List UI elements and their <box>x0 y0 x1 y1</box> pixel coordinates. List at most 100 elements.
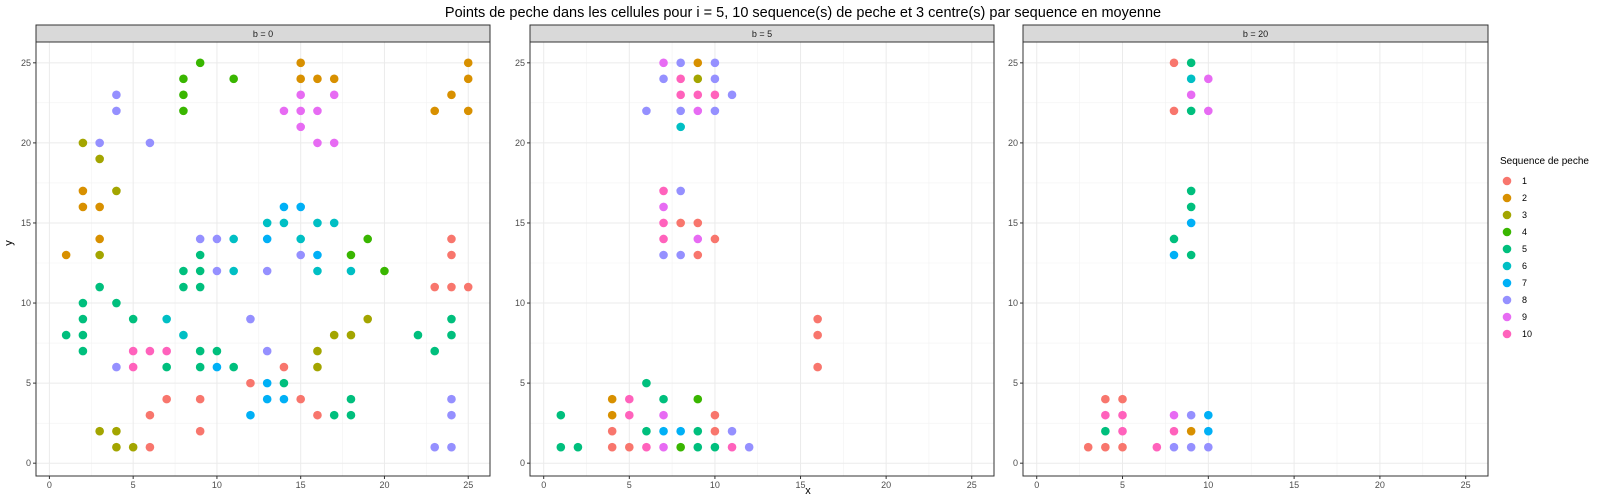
data-point <box>447 250 456 260</box>
data-point <box>659 74 668 84</box>
data-point <box>693 58 703 68</box>
data-point <box>710 106 720 116</box>
data-point <box>279 394 289 404</box>
data-point <box>727 442 737 452</box>
x-tick-label: 10 <box>212 480 222 490</box>
data-point <box>676 122 685 132</box>
data-point <box>1118 426 1127 436</box>
legend-label: 4 <box>1522 227 1527 237</box>
data-point <box>1169 58 1179 68</box>
legend-label: 5 <box>1522 244 1527 254</box>
data-point <box>112 186 121 196</box>
data-point <box>363 234 373 244</box>
y-tick-label: 0 <box>520 458 525 468</box>
data-point <box>95 234 104 244</box>
data-point <box>145 346 155 356</box>
data-point <box>279 218 289 228</box>
data-point <box>329 410 339 420</box>
y-tick-label: 25 <box>21 58 31 68</box>
data-point <box>693 106 703 116</box>
data-point <box>246 378 255 388</box>
data-point <box>693 442 703 452</box>
data-point <box>313 346 322 356</box>
data-point <box>195 426 205 436</box>
data-point <box>1169 442 1179 452</box>
data-point <box>195 362 205 372</box>
y-tick-label: 10 <box>1008 298 1018 308</box>
data-point <box>195 266 205 276</box>
legend-swatch <box>1502 193 1512 203</box>
data-point <box>676 90 685 100</box>
y-tick-label: 0 <box>26 458 31 468</box>
data-point <box>744 442 754 452</box>
data-point <box>659 442 668 452</box>
legend-label: 9 <box>1522 312 1527 322</box>
data-point <box>607 442 617 452</box>
legend-label: 8 <box>1522 295 1527 305</box>
data-point <box>659 410 668 420</box>
legend-swatch <box>1502 227 1512 237</box>
data-point <box>262 346 272 356</box>
data-point <box>642 378 651 388</box>
panel-border <box>35 41 491 477</box>
y-axis-title: y <box>3 240 15 246</box>
data-point <box>447 442 456 452</box>
data-point <box>607 426 617 436</box>
data-point <box>162 314 171 324</box>
data-point <box>363 314 373 324</box>
data-point <box>693 218 703 228</box>
y-tick-label: 0 <box>1013 458 1018 468</box>
data-point <box>676 250 685 260</box>
data-point <box>447 330 456 340</box>
x-tick-label: 20 <box>379 480 389 490</box>
data-point <box>463 58 473 68</box>
data-point <box>1204 106 1213 116</box>
x-tick-label: 15 <box>1289 480 1299 490</box>
data-point <box>430 346 440 356</box>
legend-swatch <box>1502 261 1512 271</box>
data-point <box>1169 234 1179 244</box>
data-point <box>1204 442 1213 452</box>
data-point <box>262 266 272 276</box>
y-tick-label: 25 <box>515 58 525 68</box>
data-point <box>659 218 668 228</box>
facet-strip-label: b = 20 <box>1243 29 1268 39</box>
legend-swatch <box>1502 244 1512 254</box>
data-point <box>1204 74 1213 84</box>
data-point <box>78 186 88 196</box>
y-tick-label: 15 <box>1008 218 1018 228</box>
legend-label: 1 <box>1522 176 1527 186</box>
data-point <box>1169 410 1179 420</box>
data-point <box>179 90 188 100</box>
data-point <box>676 186 685 196</box>
data-point <box>179 266 188 276</box>
x-tick-label: 25 <box>463 480 473 490</box>
data-point <box>112 106 121 116</box>
data-point <box>296 202 305 212</box>
data-point <box>1186 90 1196 100</box>
data-point <box>313 362 322 372</box>
data-point <box>78 346 88 356</box>
data-point <box>212 362 222 372</box>
data-point <box>346 250 356 260</box>
legend-label: 6 <box>1522 261 1527 271</box>
data-point <box>78 298 88 308</box>
x-tick-label: 15 <box>796 480 806 490</box>
data-point <box>676 106 685 116</box>
data-point <box>710 410 720 420</box>
facet-panel: b = 5 0 5 10 15 20 25 0 5 10 15 20 25 <box>515 24 995 490</box>
legend-item: 5 <box>1502 244 1527 254</box>
x-tick-label: 10 <box>1203 480 1213 490</box>
data-point <box>95 202 104 212</box>
y-tick-label: 20 <box>1008 138 1018 148</box>
legend-swatch <box>1502 210 1512 220</box>
data-point <box>463 282 473 292</box>
legend-item: 10 <box>1502 329 1532 339</box>
data-point <box>112 426 121 436</box>
data-point <box>607 394 617 404</box>
data-point <box>296 122 305 132</box>
facet-panel: b = 0 0 5 10 15 20 25 0 5 10 15 20 25 <box>21 24 491 490</box>
data-point <box>676 58 685 68</box>
data-point <box>1186 218 1196 228</box>
